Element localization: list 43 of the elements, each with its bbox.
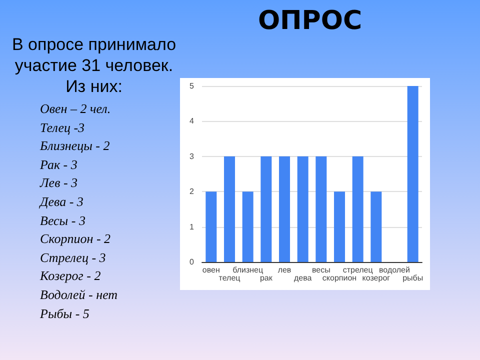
text: Водолей - нет: [40, 286, 118, 304]
x-tick-label: скорпион: [322, 274, 357, 282]
text: Весы - 3: [40, 212, 86, 230]
bar: [242, 192, 254, 262]
text: Близнецы - 2: [40, 137, 111, 156]
x-tick-label: стрелец: [342, 266, 374, 274]
bar: [370, 192, 382, 262]
text: Рыбы - 5: [40, 304, 90, 323]
bar: [260, 156, 272, 262]
bar: [206, 192, 217, 262]
text: Овен – 2 чел.: [40, 100, 112, 118]
x-tick-label: рак: [260, 274, 273, 282]
x-tick-label: рыбы: [402, 274, 424, 282]
bar: [334, 192, 345, 262]
text: Стрелец - 3: [40, 248, 107, 267]
x-tick-label: лев: [278, 266, 292, 274]
x-tick-label: овен: [202, 266, 220, 274]
chart-title: ОПРОС: [256, 6, 364, 36]
x-tick-label: дева: [294, 274, 312, 282]
y-tick-label: 3: [190, 152, 195, 161]
x-tick-label: козерог: [362, 274, 390, 282]
x-tick-label: телец: [218, 274, 241, 282]
y-tick-label: 4: [190, 116, 195, 126]
text: В опросе принимало участие 31 человек. Из них:: [10, 34, 178, 97]
text: Козерог - 2: [40, 267, 102, 286]
bar: [297, 156, 308, 262]
x-tick-label: водолей: [379, 266, 410, 274]
bar: [316, 156, 327, 262]
bar: [352, 156, 364, 262]
x-tick-label: весы: [312, 266, 331, 274]
y-tick-label: 0: [190, 258, 195, 266]
text: Скорпион - 2: [40, 230, 112, 248]
y-tick-label: 5: [190, 82, 195, 90]
text: Рак - 3: [40, 156, 78, 174]
text: Дева - 3: [40, 192, 84, 211]
bar: [407, 86, 418, 262]
y-tick-label: 2: [190, 187, 195, 196]
x-tick-label: близнец: [232, 266, 264, 274]
y-tick-label: 1: [190, 222, 195, 232]
bar: [279, 156, 290, 262]
text: Телец -3: [40, 118, 86, 137]
text: Лев - 3: [40, 174, 79, 192]
bar: [224, 156, 235, 262]
